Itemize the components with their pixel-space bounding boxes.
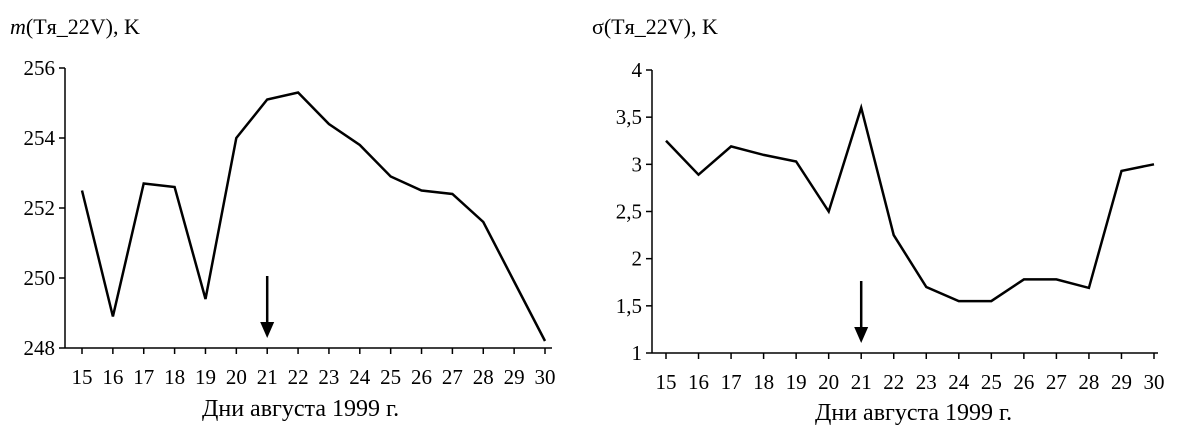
x-tick-label: 21 — [257, 365, 278, 389]
arrow-head — [260, 322, 275, 338]
y-tick-label: 248 — [24, 336, 56, 360]
chart-left-svg: 248 250 252 254 256 15 16 17 18 19 20 21 22 23 24 25 26 2… — [24, 56, 556, 389]
x-tick-label: 21 — [851, 370, 872, 394]
x-tick-label: 15 — [72, 365, 93, 389]
x-tick-label: 15 — [656, 370, 677, 394]
x-tick-label: 18 — [164, 365, 185, 389]
x-tick-label: 23 — [916, 370, 937, 394]
chart-right-title-prefix: σ — [592, 14, 604, 39]
x-tick-label: 22 — [883, 370, 904, 394]
chart-left-xlabel: Дни августа 1999 г. — [202, 396, 400, 422]
y-tick-label: 2,5 — [616, 200, 642, 224]
chart-right-xlabel: Дни августа 1999 г. — [815, 400, 1013, 426]
chart-right-title: σ(Tя_22V), K — [592, 14, 718, 40]
y-tick-label: 250 — [24, 266, 56, 290]
x-tick-label: 26 — [411, 365, 432, 389]
y-tick-label: 1 — [632, 341, 643, 365]
x-tick-label: 24 — [349, 365, 371, 389]
y-tick-label: 1,5 — [616, 294, 642, 318]
x-tick-label: 25 — [981, 370, 1002, 394]
x-tick-label: 29 — [1111, 370, 1132, 394]
x-tick-label: 28 — [473, 365, 494, 389]
chart-left-title-rest: (Tя_22V), K — [25, 14, 140, 39]
x-tick-label: 25 — [380, 365, 401, 389]
x-tick-label: 28 — [1078, 370, 1099, 394]
x-tick-label: 17 — [133, 365, 154, 389]
x-tick-label: 29 — [504, 365, 525, 389]
y-tick-label: 252 — [24, 196, 56, 220]
x-tick-label: 26 — [1013, 370, 1034, 394]
x-tick-label: 16 — [688, 370, 709, 394]
chart-left: m(Tя_22V), K 248 250 252 254 256 15 16 17 18 19 20… — [0, 0, 580, 434]
x-tick-label: 27 — [1046, 370, 1067, 394]
y-tick-label: 2 — [632, 247, 643, 271]
arrow-head — [854, 327, 869, 343]
x-tick-label: 24 — [948, 370, 970, 394]
chart-right-title-rest: (Tя_22V), K — [603, 14, 718, 39]
y-tick-label: 4 — [632, 58, 643, 82]
x-tick-label: 20 — [818, 370, 839, 394]
x-tick-label: 16 — [102, 365, 123, 389]
y-tick-label: 3,5 — [616, 105, 642, 129]
chart-left-title-prefix: m — [10, 14, 26, 39]
x-tick-label: 22 — [288, 365, 309, 389]
chart-left-title: m(Tя_22V), K — [10, 14, 140, 40]
y-tick-label: 256 — [24, 56, 56, 80]
y-tick-label: 3 — [632, 152, 643, 176]
x-tick-label: 27 — [442, 365, 463, 389]
x-tick-label: 18 — [753, 370, 774, 394]
x-tick-label: 23 — [318, 365, 339, 389]
x-tick-label: 20 — [226, 365, 247, 389]
x-tick-label: 30 — [535, 365, 556, 389]
x-tick-label: 30 — [1144, 370, 1165, 394]
chart-right-svg: 1 1,5 2 2,5 3 3,5 4 15 16 17 18 19 20 21 22 23 24 25 26 27 2… — [616, 58, 1165, 394]
y-tick-label: 254 — [24, 126, 56, 150]
x-tick-label: 19 — [786, 370, 807, 394]
x-tick-label: 17 — [721, 370, 742, 394]
series-line — [665, 103, 1155, 303]
series-line — [80, 91, 547, 342]
chart-right: σ(Tя_22V), K 1 1,5 2 2,5 3 3,5 4 15 16 17 18 19 20 21… — [580, 0, 1177, 434]
x-tick-label: 19 — [195, 365, 216, 389]
